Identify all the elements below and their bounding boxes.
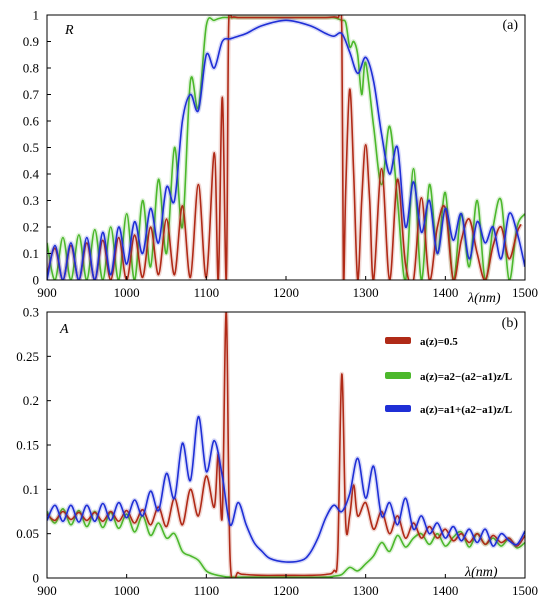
y-tick-label: 1 — [33, 8, 40, 23]
x-tick-label: 1100 — [194, 583, 220, 598]
y-tick-label: 0.15 — [16, 438, 39, 453]
panel-a: 900 1000 1100 1200 1300 1400 1500 0 0.1 0.2 0.3 0.4… — [23, 8, 538, 307]
panel-a-xlabel: λ(nm) — [467, 291, 501, 306]
panel-b-ticks: 900 1000 1100 1200 1300 1400 1500 0 0.05 0.1 0.15 0… — [16, 305, 538, 599]
x-tick-label: 1100 — [194, 285, 220, 300]
series-halo-0 — [47, 312, 525, 578]
y-tick-label: 0.5 — [23, 140, 39, 155]
y-tick-label: 0.9 — [23, 34, 39, 49]
x-tick-label: 1300 — [353, 285, 379, 300]
panel-a-ticks: 900 1000 1100 1200 1300 1400 1500 0 0.1 0.2 0.3 0.4… — [23, 8, 538, 301]
legend-item-0: a(z)=0.5 — [385, 336, 458, 348]
y-tick-label: 0 — [33, 273, 40, 288]
x-tick-label: 1400 — [432, 583, 458, 598]
panel-a-ylabel: R — [64, 23, 74, 38]
legend-item-2: a(z)=a1+(a2−a1)z/L — [385, 404, 512, 416]
x-tick-label: 1200 — [273, 583, 299, 598]
y-tick-label: 0.05 — [16, 526, 39, 541]
panel-a-label: (a) — [502, 18, 518, 33]
legend-label-1: a(z)=a2−(a2−a1)z/L — [420, 371, 512, 383]
x-tick-label: 900 — [37, 285, 57, 300]
panel-b-series — [47, 312, 525, 578]
y-tick-label: 0.7 — [23, 87, 40, 102]
x-tick-label: 900 — [37, 583, 57, 598]
x-tick-label: 1500 — [512, 583, 538, 598]
x-tick-label: 1300 — [353, 583, 379, 598]
panel-b-xlabel: λ(nm) — [464, 565, 498, 580]
x-tick-label: 1400 — [432, 285, 458, 300]
series-line-0 — [47, 15, 522, 280]
legend-swatch-0 — [385, 337, 411, 344]
legend-item-1: a(z)=a2−(a2−a1)z/L — [385, 371, 512, 383]
series-line-2 — [47, 415, 525, 563]
y-tick-label: 0.3 — [23, 305, 39, 320]
x-tick-label: 1000 — [114, 285, 140, 300]
series-line-2 — [47, 19, 525, 280]
x-tick-label: 1500 — [512, 285, 538, 300]
y-tick-label: 0.2 — [23, 220, 39, 235]
panel-b: 900 1000 1100 1200 1300 1400 1500 0 0.05 0.1 0.15 0… — [16, 305, 538, 599]
x-tick-label: 1000 — [114, 583, 140, 598]
y-tick-label: 0.6 — [23, 114, 40, 129]
panel-a-series — [47, 15, 525, 280]
legend-label-2: a(z)=a1+(a2−a1)z/L — [420, 404, 512, 416]
y-tick-label: 0.8 — [23, 61, 39, 76]
y-tick-label: 0.2 — [23, 393, 39, 408]
y-tick-label: 0.4 — [23, 167, 40, 182]
y-tick-label: 0.1 — [23, 246, 39, 261]
y-tick-label: 0.1 — [23, 482, 39, 497]
y-tick-label: 0.25 — [16, 349, 39, 364]
x-tick-label: 1200 — [273, 285, 299, 300]
legend-swatch-1 — [385, 372, 411, 379]
panel-b-label: (b) — [502, 316, 519, 331]
legend-label-0: a(z)=0.5 — [420, 336, 458, 348]
legend-swatch-2 — [385, 405, 411, 412]
y-tick-label: 0 — [33, 571, 40, 586]
y-tick-label: 0.3 — [23, 193, 39, 208]
panel-b-ylabel: A — [59, 322, 69, 337]
legend: a(z)=0.5 a(z)=a2−(a2−a1)z/L a(z)=a1+(a2−… — [385, 336, 512, 416]
